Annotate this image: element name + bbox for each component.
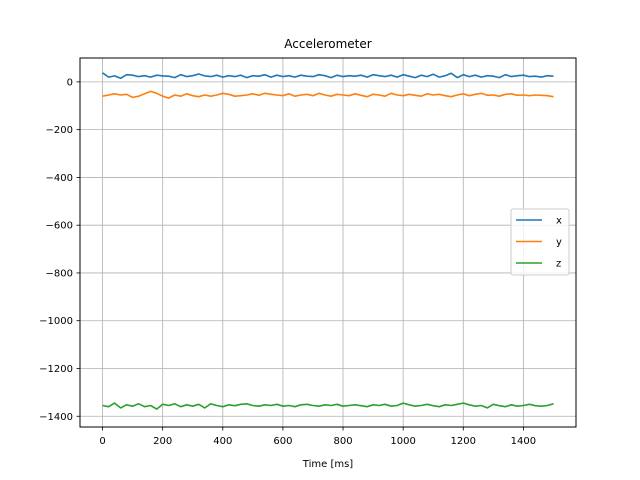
y-tick-label: −1000 bbox=[39, 316, 73, 327]
legend-label-y: y bbox=[556, 237, 562, 248]
legend-label-x: x bbox=[556, 216, 562, 227]
x-tick-label: 200 bbox=[153, 436, 172, 447]
y-tick-label: −400 bbox=[46, 173, 73, 184]
series-line-z bbox=[102, 402, 554, 410]
series-layer bbox=[102, 72, 554, 410]
x-tick-label: 400 bbox=[213, 436, 232, 447]
x-tick-label: 600 bbox=[273, 436, 292, 447]
y-tick-label: −200 bbox=[46, 125, 73, 136]
series-line-y bbox=[102, 90, 554, 99]
y-tick-label: 0 bbox=[67, 77, 73, 88]
legend-label-z: z bbox=[556, 259, 561, 270]
x-tick-label: 0 bbox=[99, 436, 105, 447]
y-tick-label: −1400 bbox=[39, 412, 73, 423]
axes-frame bbox=[79, 57, 577, 428]
x-tick-label: 1400 bbox=[511, 436, 536, 447]
x-axis-label: Time [ms] bbox=[302, 459, 354, 470]
x-tick-label: 1000 bbox=[390, 436, 415, 447]
y-tick-label: −1200 bbox=[39, 364, 73, 375]
legend[interactable]: xyz bbox=[510, 208, 570, 276]
y-tick-label: −800 bbox=[46, 268, 73, 279]
y-tick-label: −600 bbox=[46, 221, 73, 232]
chart-title: Accelerometer bbox=[284, 37, 371, 51]
series-line-x bbox=[102, 72, 554, 80]
grid bbox=[80, 58, 576, 427]
x-tick-label: 800 bbox=[333, 436, 352, 447]
x-tick-label: 1200 bbox=[451, 436, 476, 447]
ticks: 0 200 400 600 800 1000 1200 1400 0 −200 −400 −600 −8… bbox=[39, 77, 536, 447]
